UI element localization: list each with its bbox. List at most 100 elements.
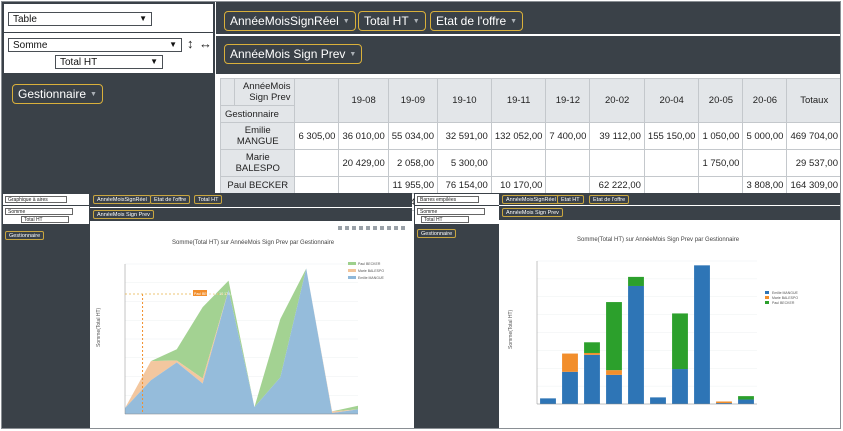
legend-swatch[interactable] <box>765 291 769 294</box>
col-field-label: Etat de l'offre <box>436 14 507 28</box>
legend-swatch[interactable] <box>765 296 769 299</box>
col-field-pill-1[interactable]: Total HT ▼ <box>358 11 426 31</box>
column-header[interactable]: 19-12 <box>545 78 591 123</box>
legend-label[interactable]: Marie BALESPO <box>772 296 798 300</box>
column-header[interactable]: 19-08 <box>338 78 389 123</box>
dropdown-triangle-icon[interactable]: ▼ <box>90 91 97 99</box>
pivot-table-area: AnnéeMois Sign Prev 19-08 19-09 19-10 19-11 1… <box>216 74 841 211</box>
toolbar-icon[interactable] <box>387 226 391 230</box>
column-header[interactable]: 20-02 <box>589 78 645 123</box>
legend-swatch[interactable] <box>348 269 356 272</box>
y-axis-label: Somme(Total HT) <box>96 307 102 347</box>
toolbar-icon[interactable] <box>338 226 342 230</box>
area-row-pill[interactable]: Gestionnaire <box>5 231 45 240</box>
table-row: Emilie MANGUE 6 305,00 36 010,00 55 034,00 3… <box>219 122 840 150</box>
legend-label[interactable]: Emilie MANGUE <box>772 291 799 295</box>
bar-agg-select[interactable]: Somme <box>417 208 485 215</box>
bar-paul-becker-19-09[interactable] <box>584 342 600 353</box>
column-header[interactable] <box>294 78 340 123</box>
table-cell: 1 050,00 <box>698 122 744 150</box>
bar-renderer-select[interactable]: Barres empilées <box>417 196 479 203</box>
header-row: Gestionnaire <box>219 105 841 123</box>
row-field-pill[interactable]: Gestionnaire ▼ <box>12 84 103 104</box>
toolbar-icon[interactable] <box>394 226 398 230</box>
column-header[interactable]: 19-11 <box>490 78 547 123</box>
bar-emilie-mangue-20-05[interactable] <box>716 403 732 404</box>
bar-val-pill[interactable]: AnnéeMois Sign Prev <box>502 208 563 217</box>
table-cell: 2 058,00 <box>387 149 439 177</box>
area-series-emilie-mangue[interactable] <box>125 268 358 414</box>
dropdown-triangle-icon[interactable]: ▼ <box>349 51 357 59</box>
table-cell: 11 955,00 <box>387 176 439 194</box>
bar-paul-becker-19-11[interactable] <box>628 276 644 286</box>
bar-paul-becker-19-10[interactable] <box>606 302 622 371</box>
sort-rows-icon[interactable]: ↕ <box>187 36 194 51</box>
area-renderer-select[interactable]: Graphique à aires <box>5 196 67 203</box>
area-cols-area: AnnéeMoisSignRéel Etat de l'offre Total … <box>90 193 412 207</box>
table-cell: 5 000,00 <box>742 122 788 150</box>
bar-emilie-mangue-20-06[interactable] <box>738 399 754 404</box>
toolbar-icon[interactable] <box>380 226 384 230</box>
area-agg-select[interactable]: Somme <box>5 208 73 215</box>
table-cell: 20 429,00 <box>338 149 389 177</box>
bar-paul-becker-20-06[interactable] <box>738 396 754 400</box>
bar-emilie-mangue-19-08[interactable] <box>562 371 578 404</box>
bar-marie-balespo-19-08[interactable] <box>562 353 578 372</box>
col-field-label: Total HT <box>364 14 409 28</box>
bar-emilie-mangue-20-02[interactable] <box>672 369 688 404</box>
bar-emilie-mangue-19-09[interactable] <box>584 354 600 404</box>
bar-col-pill-0[interactable]: AnnéeMoisSignRéel <box>502 195 560 204</box>
area-col-pill-0[interactable]: AnnéeMoisSignRéel <box>93 195 151 204</box>
agg-field-select[interactable]: Total HT ▼ <box>55 55 163 69</box>
bar-emilie-mangue-19-12[interactable] <box>650 397 666 404</box>
legend-swatch[interactable] <box>348 276 356 279</box>
column-header[interactable]: 19-10 <box>437 78 492 123</box>
bar-emilie-mangue-19-11[interactable] <box>628 285 644 404</box>
val-field-pill[interactable]: AnnéeMois Sign Prev ▼ <box>224 44 363 64</box>
bar-row-pill[interactable]: Gestionnaire <box>417 229 457 238</box>
bar-paul-becker-20-02[interactable] <box>672 313 688 370</box>
bar-agg-field-select[interactable]: Total HT <box>421 216 469 223</box>
column-header[interactable]: 20-06 <box>742 78 788 123</box>
bar-emilie-mangue-blank[interactable] <box>540 398 556 404</box>
dropdown-triangle-icon[interactable]: ▼ <box>510 18 518 26</box>
toolbar-icon[interactable] <box>401 226 405 230</box>
bar-marie-balespo-19-09[interactable] <box>584 352 600 355</box>
row-header: Marie BALESPO <box>219 149 296 177</box>
legend-swatch[interactable] <box>348 262 356 265</box>
toolbar-icon[interactable] <box>352 226 356 230</box>
bar-col-pill-1[interactable]: Etat HT <box>557 195 584 204</box>
toolbar-icon[interactable] <box>366 226 370 230</box>
area-val-pill[interactable]: AnnéeMois Sign Prev <box>93 210 154 219</box>
col-field-pill-2[interactable]: Etat de l'offre ▼ <box>430 11 524 31</box>
column-header[interactable]: 20-04 <box>643 78 700 123</box>
col-field-pill-0[interactable]: AnnéeMoisSignRéel ▼ <box>224 11 356 31</box>
chevron-down-icon: ▼ <box>150 57 158 66</box>
legend-label[interactable]: Emilie MANGUE <box>358 276 385 280</box>
sort-cols-icon[interactable]: ↔ <box>199 36 212 51</box>
area-col-pill-1[interactable]: Etat de l'offre <box>150 195 191 204</box>
legend-label[interactable]: Marie BALESPO <box>358 269 384 273</box>
legend-label[interactable]: Paul BECKER <box>358 262 381 266</box>
bar-emilie-mangue-19-10[interactable] <box>606 374 622 404</box>
renderer-select[interactable]: Table ▼ <box>8 12 152 26</box>
toolbar-icon[interactable] <box>373 226 377 230</box>
toolbar-icon[interactable] <box>359 226 363 230</box>
bar-marie-balespo-20-05[interactable] <box>716 401 732 404</box>
bar-renderer-cell: Barres empilées <box>415 194 499 205</box>
bar-emilie-mangue-20-04[interactable] <box>694 265 710 404</box>
legend-label[interactable]: Paul BECKER <box>772 301 795 305</box>
bar-col-pill-2[interactable]: Etat de l'offre <box>589 195 630 204</box>
area-agg-field-select[interactable]: Total HT <box>21 216 69 223</box>
column-header[interactable]: 20-05 <box>698 78 744 123</box>
toolbar-icon[interactable] <box>345 226 349 230</box>
bar-marie-balespo-19-10[interactable] <box>606 370 622 375</box>
column-header[interactable]: 19-09 <box>387 78 439 123</box>
dropdown-triangle-icon[interactable]: ▼ <box>342 18 350 26</box>
dropdown-triangle-icon[interactable]: ▼ <box>412 18 420 26</box>
area-col-pill-2[interactable]: Total HT <box>194 195 223 204</box>
table-cell <box>643 149 700 177</box>
aggregator-select[interactable]: Somme ▼ <box>8 38 182 52</box>
column-header[interactable]: Totaux <box>786 78 840 123</box>
legend-swatch[interactable] <box>765 301 769 304</box>
